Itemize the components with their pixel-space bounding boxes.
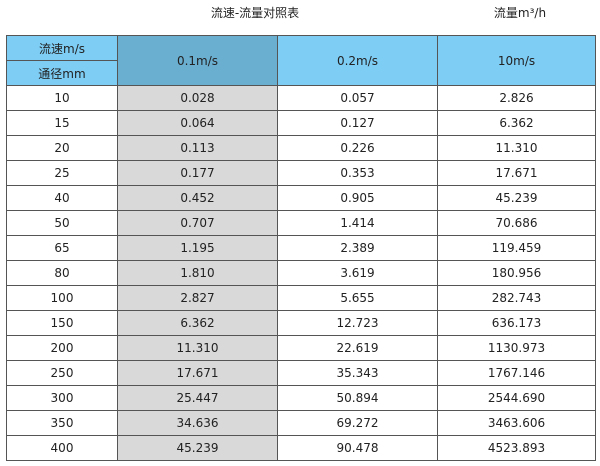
- flow-cell: 1.414: [277, 210, 438, 236]
- diameter-cell: 65: [6, 235, 118, 261]
- flow-table: 流速m/s 0.1m/s 0.2m/s 10m/s 通径mm 10 0.028 0.…: [6, 35, 596, 461]
- flow-cell: 45.239: [117, 435, 278, 461]
- table-row: 50 0.707 1.414 70.686: [6, 210, 596, 236]
- unit-label: 流量m³/h: [493, 6, 547, 20]
- flow-cell: 0.353: [277, 160, 438, 186]
- diameter-cell: 80: [6, 260, 118, 286]
- flow-cell: 2.389: [277, 235, 438, 261]
- flow-cell: 180.956: [437, 260, 596, 286]
- flow-cell: 70.686: [437, 210, 596, 236]
- flow-cell: 3463.606: [437, 410, 596, 436]
- flow-cell: 1767.146: [437, 360, 596, 386]
- flow-cell: 0.113: [117, 135, 278, 161]
- flow-cell: 0.028: [117, 85, 278, 111]
- flow-cell: 4523.893: [437, 435, 596, 461]
- flow-cell: 17.671: [437, 160, 596, 186]
- flow-cell: 45.239: [437, 185, 596, 211]
- diameter-cell: 150: [6, 310, 118, 336]
- diameter-cell: 100: [6, 285, 118, 311]
- flow-cell: 0.057: [277, 85, 438, 111]
- flow-cell: 0.226: [277, 135, 438, 161]
- table-row: 25 0.177 0.353 17.671: [6, 160, 596, 186]
- table-row: 10 0.028 0.057 2.826: [6, 85, 596, 111]
- table-row: 200 11.310 22.619 1130.973: [6, 335, 596, 361]
- header-row: 流速m/s 0.1m/s 0.2m/s 10m/s: [6, 35, 596, 86]
- table-row: 15 0.064 0.127 6.362: [6, 110, 596, 136]
- diameter-cell: 350: [6, 410, 118, 436]
- diameter-header: 通径mm: [6, 60, 118, 86]
- flow-cell: 6.362: [437, 110, 596, 136]
- flow-cell: 50.894: [277, 385, 438, 411]
- table-row: 20 0.113 0.226 11.310: [6, 135, 596, 161]
- diameter-cell: 50: [6, 210, 118, 236]
- flow-cell: 11.310: [437, 135, 596, 161]
- flow-cell: 0.707: [117, 210, 278, 236]
- flow-cell: 1130.973: [437, 335, 596, 361]
- flow-cell: 12.723: [277, 310, 438, 336]
- flow-cell: 25.447: [117, 385, 278, 411]
- flow-cell: 34.636: [117, 410, 278, 436]
- diameter-cell: 10: [6, 85, 118, 111]
- table-row: 65 1.195 2.389 119.459: [6, 235, 596, 261]
- table-row: 150 6.362 12.723 636.173: [6, 310, 596, 336]
- diameter-cell: 200: [6, 335, 118, 361]
- table-row: 40 0.452 0.905 45.239: [6, 185, 596, 211]
- diameter-cell: 250: [6, 360, 118, 386]
- diameter-cell: 20: [6, 135, 118, 161]
- diameter-cell: 15: [6, 110, 118, 136]
- flow-cell: 0.452: [117, 185, 278, 211]
- flow-cell: 1.195: [117, 235, 278, 261]
- flow-cell: 22.619: [277, 335, 438, 361]
- diameter-cell: 400: [6, 435, 118, 461]
- flow-cell: 0.905: [277, 185, 438, 211]
- flow-cell: 2.826: [437, 85, 596, 111]
- flow-cell: 3.619: [277, 260, 438, 286]
- flow-cell: 2544.690: [437, 385, 596, 411]
- flow-cell: 2.827: [117, 285, 278, 311]
- table-row: 350 34.636 69.272 3463.606: [6, 410, 596, 436]
- flow-cell: 0.064: [117, 110, 278, 136]
- flow-cell: 119.459: [437, 235, 596, 261]
- table-row: 250 17.671 35.343 1767.146: [6, 360, 596, 386]
- flow-cell: 1.810: [117, 260, 278, 286]
- table-row: 300 25.447 50.894 2544.690: [6, 385, 596, 411]
- flow-cell: 6.362: [117, 310, 278, 336]
- speed-header: 流速m/s: [6, 35, 118, 61]
- column-header: 0.2m/s: [277, 35, 438, 86]
- flow-cell: 17.671: [117, 360, 278, 386]
- header-row: 通径mm: [6, 60, 596, 86]
- diameter-cell: 25: [6, 160, 118, 186]
- flow-cell: 0.177: [117, 160, 278, 186]
- flow-cell: 69.272: [277, 410, 438, 436]
- table-title: 流速-流量对照表: [210, 6, 300, 20]
- flow-cell: 5.655: [277, 285, 438, 311]
- flow-cell: 35.343: [277, 360, 438, 386]
- flow-cell: 282.743: [437, 285, 596, 311]
- flow-cell: 90.478: [277, 435, 438, 461]
- table-row: 100 2.827 5.655 282.743: [6, 285, 596, 311]
- flow-cell: 0.127: [277, 110, 438, 136]
- flow-cell: 636.173: [437, 310, 596, 336]
- diameter-cell: 300: [6, 385, 118, 411]
- flow-cell: 11.310: [117, 335, 278, 361]
- table-row: 400 45.239 90.478 4523.893: [6, 435, 596, 461]
- diameter-cell: 40: [6, 185, 118, 211]
- column-header: 10m/s: [437, 35, 596, 86]
- column-header: 0.1m/s: [117, 35, 278, 86]
- table-row: 80 1.810 3.619 180.956: [6, 260, 596, 286]
